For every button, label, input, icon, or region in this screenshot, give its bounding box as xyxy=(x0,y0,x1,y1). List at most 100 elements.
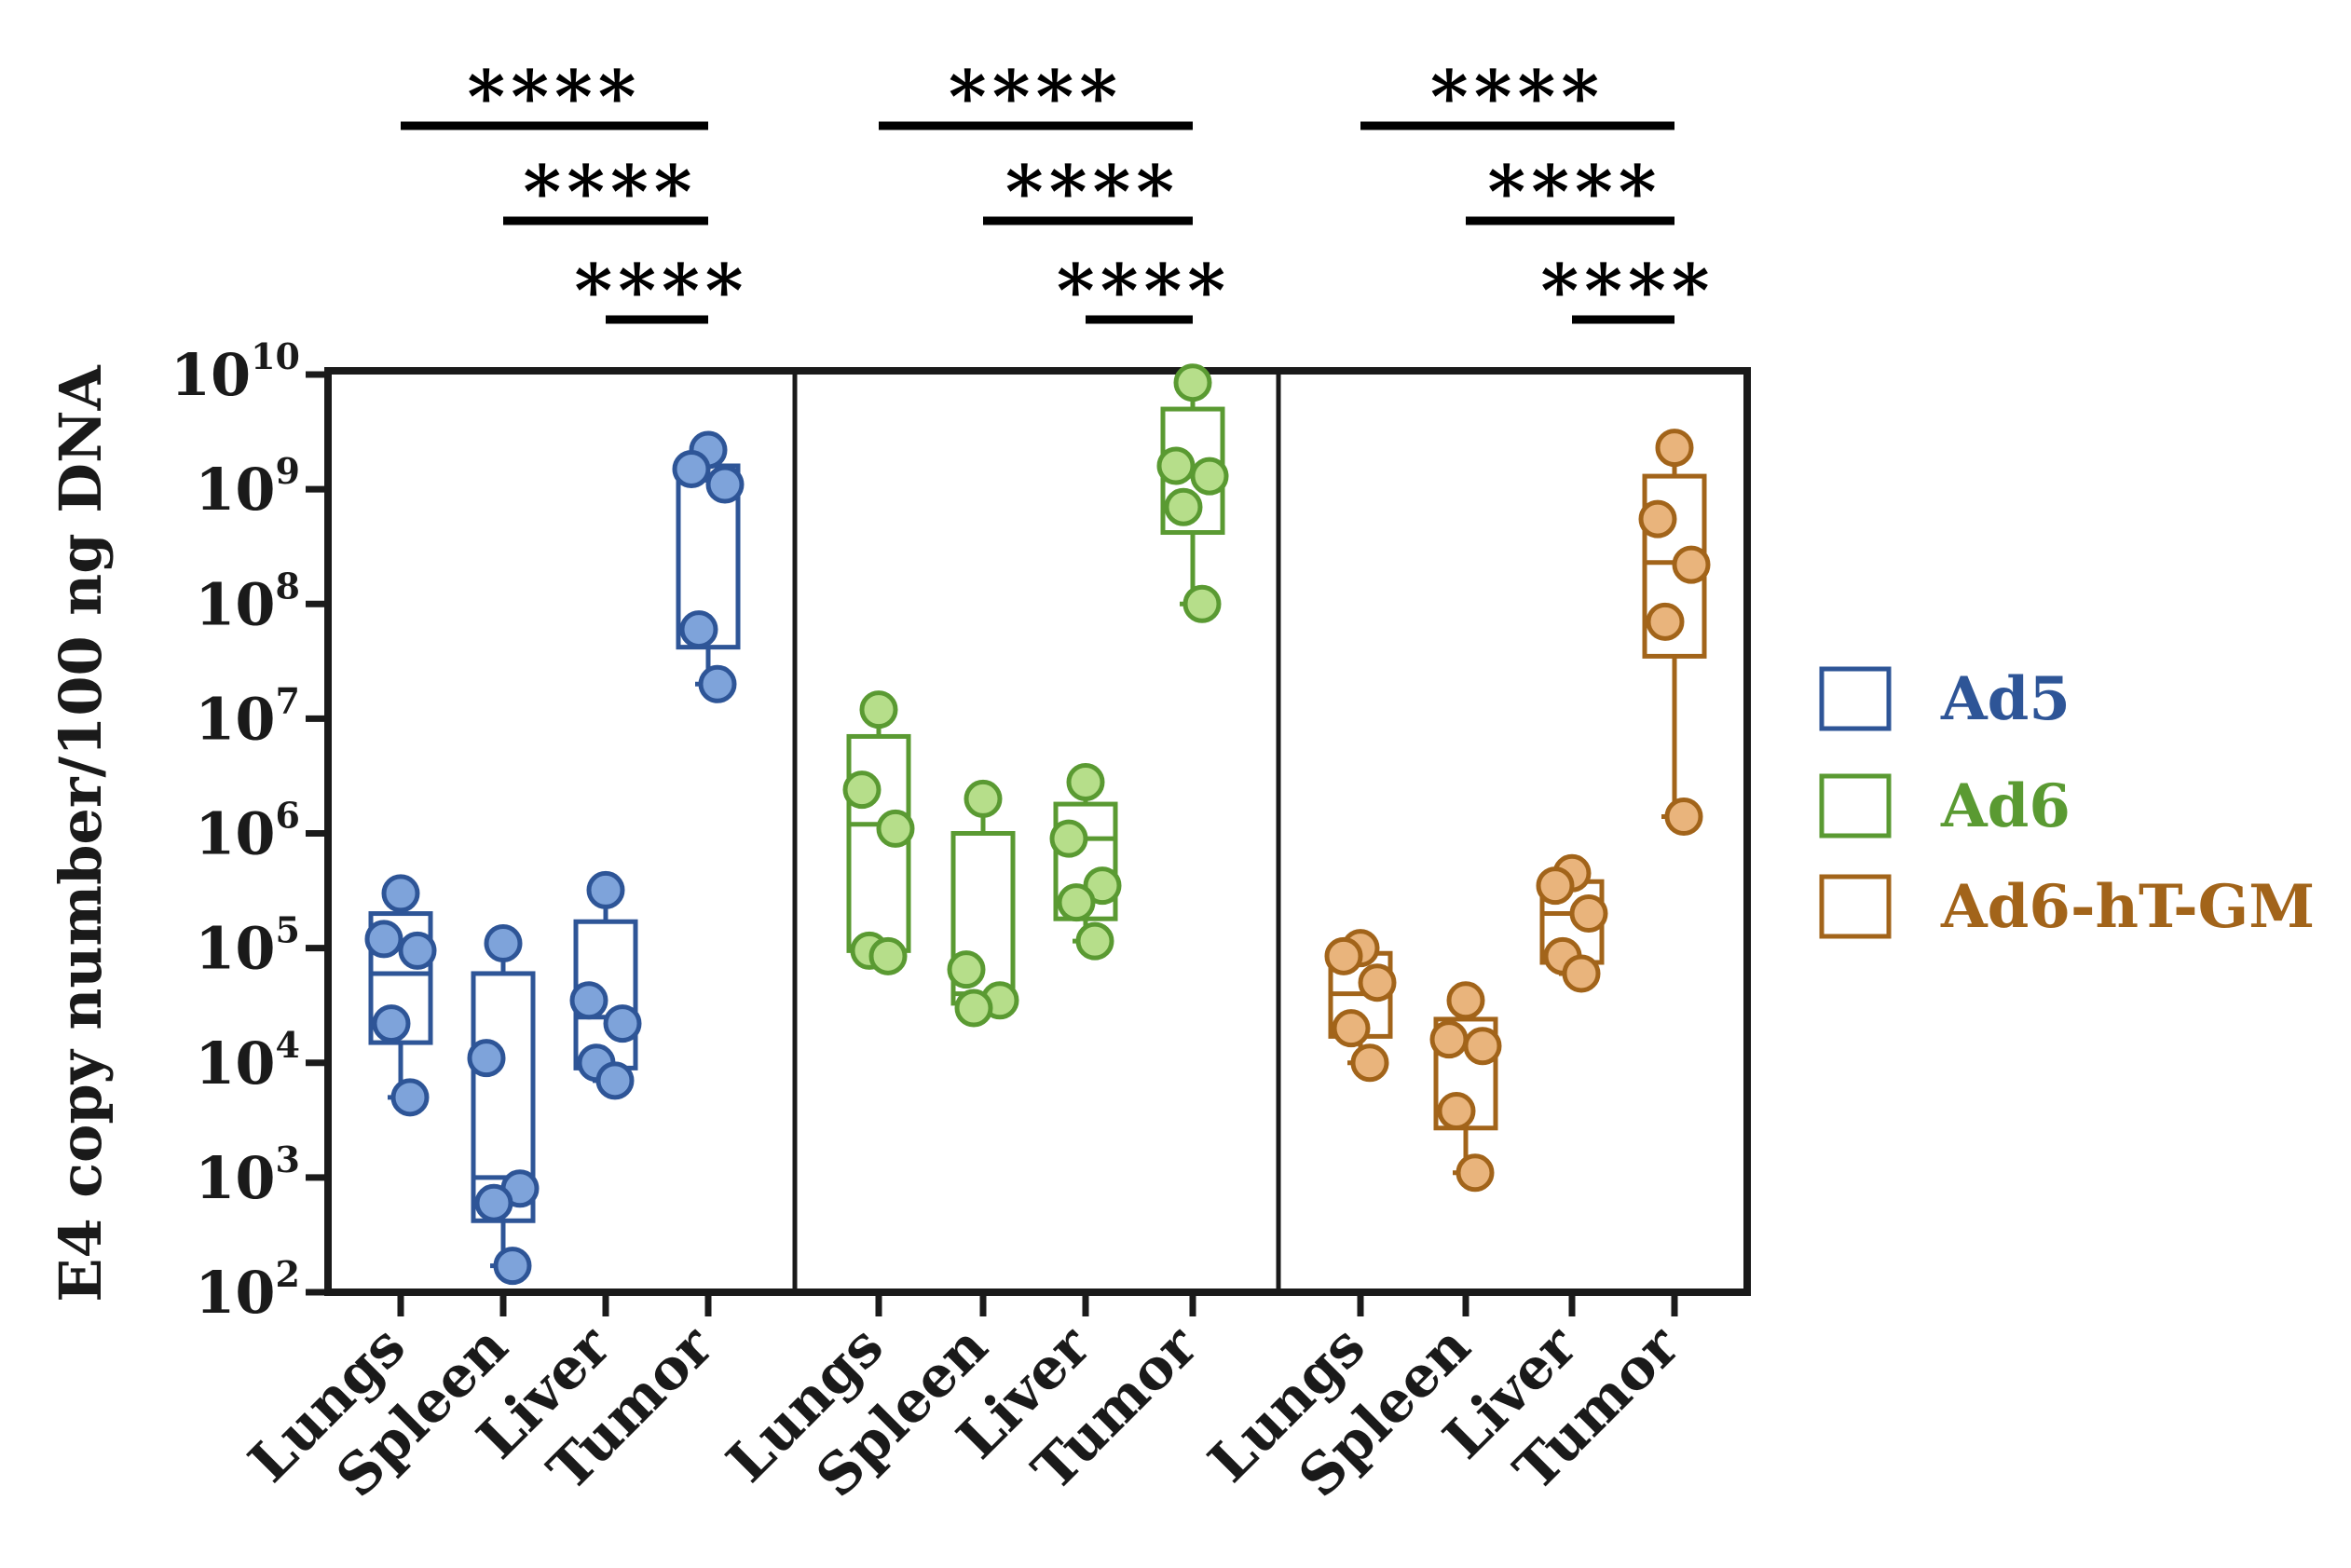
y-axis-label: E4 copy number/100 ng DNA xyxy=(47,364,115,1302)
box-spleen xyxy=(947,779,1019,1316)
data-point xyxy=(1429,1020,1469,1059)
box-spleen xyxy=(1429,981,1502,1316)
data-point xyxy=(1332,1009,1371,1048)
data-point xyxy=(698,664,737,703)
data-point xyxy=(868,936,908,975)
box-lungs xyxy=(1324,929,1397,1316)
data-point xyxy=(1190,457,1229,496)
significance-label: **** xyxy=(949,55,1123,140)
data-point xyxy=(1655,429,1694,468)
data-point xyxy=(672,449,711,488)
y-axis-ticks: 102 103 104 105 106 107 108 109 1010 xyxy=(171,335,332,1327)
significance-label: **** xyxy=(1005,150,1180,235)
data-point xyxy=(1646,602,1685,641)
panel-ad6 xyxy=(842,363,1229,1316)
data-point xyxy=(1324,936,1363,975)
y-tick-label: 107 xyxy=(195,679,300,753)
data-point xyxy=(569,981,608,1020)
data-point xyxy=(474,1183,513,1222)
data-point xyxy=(1066,762,1105,801)
panel-ad6-ht-gm xyxy=(1324,429,1711,1316)
data-point xyxy=(1463,1027,1502,1066)
box-liver xyxy=(1049,762,1122,1316)
significance-label: **** xyxy=(1430,55,1605,140)
data-point xyxy=(364,920,403,959)
significance-label: **** xyxy=(1057,249,1231,334)
y-tick-label: 106 xyxy=(195,795,300,868)
data-point xyxy=(1164,487,1203,526)
plot-frame xyxy=(324,367,1751,1296)
y-tick-label: 104 xyxy=(195,1024,300,1098)
data-point xyxy=(1562,954,1601,993)
data-point xyxy=(1437,1091,1476,1130)
category-labels: LungsSpleenLiverTumorLungsSpleenLiverTum… xyxy=(237,1313,1693,1510)
significance-annotations: **** **** **** **** **** **** **** **** **** xyxy=(401,55,1715,334)
legend-swatch xyxy=(1819,874,1892,939)
y-tick-label: 105 xyxy=(195,909,300,983)
data-point xyxy=(1182,584,1222,623)
data-point xyxy=(1456,1153,1495,1193)
data-point xyxy=(372,1004,411,1043)
y-tick-label: 108 xyxy=(195,565,300,638)
box-spleen xyxy=(467,924,540,1316)
data-point xyxy=(484,924,523,963)
data-point xyxy=(390,1078,430,1117)
data-point xyxy=(954,989,993,1028)
data-point xyxy=(1350,1043,1389,1083)
data-point xyxy=(859,690,898,729)
legend-label: Ad6 xyxy=(1940,771,2071,841)
box-liver xyxy=(569,870,642,1316)
panel-ad5 xyxy=(364,430,745,1316)
box-tumor xyxy=(1156,363,1229,1316)
data-point xyxy=(1156,446,1196,485)
legend: Ad5 Ad6 Ad6-hT-GM xyxy=(1819,664,2315,942)
data-point xyxy=(1638,499,1677,539)
data-point xyxy=(964,779,1003,818)
box-iqr xyxy=(368,911,433,1045)
significance-label: **** xyxy=(574,249,748,334)
data-point xyxy=(1173,363,1212,402)
significance-label: **** xyxy=(1487,150,1661,235)
y-tick-label: 1010 xyxy=(171,335,300,409)
data-point xyxy=(595,1061,635,1100)
data-point xyxy=(842,770,882,810)
data-point xyxy=(1083,866,1122,906)
y-tick-label: 102 xyxy=(195,1253,300,1327)
data-point xyxy=(586,870,625,909)
data-point xyxy=(679,610,718,649)
data-point xyxy=(493,1247,532,1286)
legend-label: Ad5 xyxy=(1940,664,2071,734)
significance-label: **** xyxy=(467,55,641,140)
y-tick-label: 109 xyxy=(195,450,300,524)
data-point xyxy=(603,1004,642,1043)
data-point xyxy=(1569,894,1608,934)
box-tumor xyxy=(672,430,745,1316)
box-liver xyxy=(1536,853,1608,1316)
data-point xyxy=(1446,981,1485,1020)
y-tick-label: 103 xyxy=(195,1139,300,1212)
legend-swatch xyxy=(1819,666,1892,731)
legend-label: Ad6-hT-GM xyxy=(1940,872,2315,942)
data-point xyxy=(876,809,915,848)
data-point xyxy=(467,1039,506,1078)
legend-swatch xyxy=(1819,773,1892,839)
data-point xyxy=(1536,866,1575,906)
data-point xyxy=(381,874,420,913)
data-point xyxy=(1057,883,1096,922)
box-iqr xyxy=(471,971,536,1223)
data-point xyxy=(947,950,986,989)
box-tumor xyxy=(1638,429,1711,1316)
data-point xyxy=(1075,921,1114,961)
data-point xyxy=(1049,819,1088,858)
box-lungs xyxy=(364,874,437,1316)
data-point xyxy=(1358,963,1397,1002)
data-point xyxy=(705,465,745,504)
significance-label: **** xyxy=(523,150,697,235)
data-point xyxy=(1664,798,1703,837)
plot-panels xyxy=(324,363,1751,1316)
data-point xyxy=(398,931,437,970)
data-point xyxy=(1672,545,1711,584)
significance-label: **** xyxy=(1540,249,1715,334)
box-lungs xyxy=(842,690,915,1316)
